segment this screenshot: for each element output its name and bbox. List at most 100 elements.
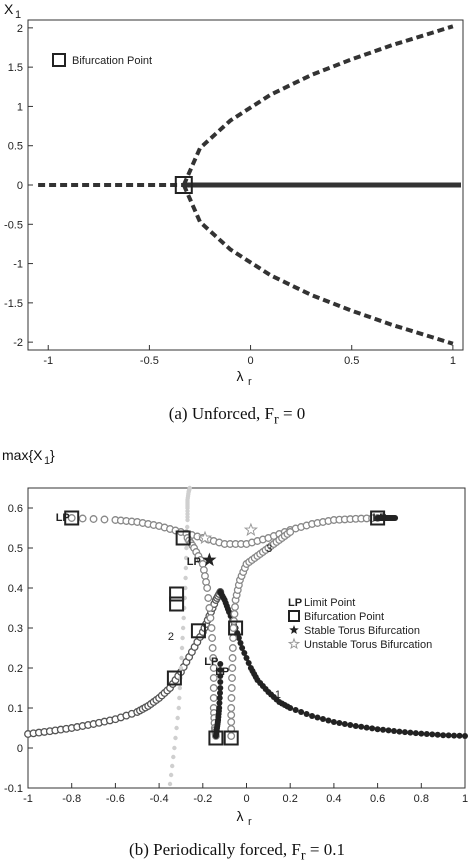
y-tick-label: 0.5: [8, 141, 23, 153]
legend-filled-star-marker: [289, 625, 299, 634]
bifurcation-point-marker: [370, 510, 386, 526]
bifurcation-point-marker: [208, 730, 224, 746]
data-point-open: [231, 603, 239, 611]
x-tick-label: 1: [462, 793, 468, 805]
data-point-light: [183, 565, 189, 571]
data-point-light: [185, 524, 190, 530]
caption-b-text: (b) Periodically forced, F: [129, 840, 301, 859]
data-point-filled: [336, 720, 343, 726]
data-point-filled: [325, 717, 332, 724]
limit-point-label: LP: [373, 512, 387, 524]
x-tick-label: 0.4: [326, 793, 341, 805]
caption-b-sub: r: [300, 847, 306, 864]
data-point-filled: [380, 726, 387, 733]
data-point-open: [227, 704, 236, 712]
legend-label: Limit Point: [304, 597, 355, 609]
data-point-light: [172, 745, 177, 751]
data-point-filled: [237, 640, 244, 646]
y-axis-label: max{X: [2, 447, 43, 463]
data-point-filled: [385, 727, 392, 734]
data-point-open: [229, 634, 238, 642]
x-tick-label: -0.4: [150, 793, 169, 805]
legend-label: Bifurcation Point: [304, 611, 384, 623]
y-tick-label: -0.1: [4, 783, 23, 795]
data-point-open: [209, 654, 218, 662]
bifurcation-point-marker: [228, 620, 244, 636]
data-point-open: [67, 514, 76, 522]
data-point-filled: [217, 685, 224, 691]
data-point-open: [209, 674, 218, 682]
bifurcation-point-marker: [166, 670, 182, 686]
y-axis-label: X: [4, 1, 14, 17]
y-axis-label-sub: 1: [15, 9, 21, 21]
y-axis-label-tail: }: [50, 447, 55, 463]
x-axis-label: λ: [237, 368, 244, 384]
data-point-filled: [217, 673, 224, 679]
data-point-open: [228, 674, 236, 682]
data-point-filled: [341, 721, 348, 727]
data-point-light: [168, 772, 174, 778]
data-point-filled: [212, 733, 219, 739]
data-point-filled: [217, 679, 224, 685]
data-point-filled: [287, 705, 294, 711]
limit-point-label: LP: [215, 666, 229, 678]
data-point-open: [208, 634, 217, 642]
data-point-filled: [235, 635, 242, 641]
data-point-open: [228, 654, 237, 662]
data-point-filled: [401, 729, 408, 736]
data-point-light: [178, 665, 184, 671]
unstable-torus-marker: [197, 530, 213, 545]
y-tick-label: -1: [13, 259, 23, 271]
data-point-light: [183, 555, 189, 561]
data-point-filled: [347, 722, 354, 728]
data-point-filled: [314, 714, 321, 721]
data-point-open: [206, 614, 215, 622]
legend-label: Stable Torus Bifurcation: [304, 625, 420, 637]
y-tick-label: 0.4: [8, 583, 23, 595]
legend-square-marker: [52, 53, 66, 67]
data-point-filled: [216, 695, 223, 701]
data-point-light: [170, 763, 175, 769]
data-point-open: [227, 732, 236, 740]
data-point-filled: [243, 655, 250, 661]
branch-label: 1: [275, 689, 281, 701]
data-point-filled: [462, 733, 468, 739]
data-point-filled: [319, 716, 326, 722]
data-point-filled: [407, 729, 414, 736]
data-point-filled: [309, 713, 316, 719]
x-tick-label: 0.8: [414, 793, 429, 805]
legend-square-marker: [288, 610, 300, 622]
caption-a: (a) Unforced, Fr = 0: [0, 404, 474, 428]
data-point-filled: [245, 660, 252, 666]
branch-label: 3: [266, 543, 272, 555]
data-point-open: [205, 604, 214, 612]
x-axis-label-sub: r: [248, 376, 252, 388]
data-point-light: [180, 635, 185, 641]
x-tick-label: -1: [23, 793, 33, 805]
series-2: [167, 485, 192, 787]
legend-label: Bifurcation Point: [72, 55, 152, 67]
data-point-filled: [456, 732, 463, 739]
limit-point-label: LP: [187, 556, 201, 568]
y-tick-label: -1.5: [4, 298, 23, 310]
data-point-filled: [292, 707, 299, 713]
data-point-open: [203, 584, 212, 592]
stable-torus-marker: [202, 552, 217, 567]
data-point-filled: [298, 709, 305, 715]
data-point-filled: [434, 731, 441, 738]
data-point-filled: [440, 732, 447, 739]
data-point-light: [177, 685, 183, 691]
data-point-filled: [217, 690, 224, 696]
data-point-open: [230, 610, 239, 618]
data-point-open: [227, 718, 236, 726]
bifurcation-point-marker: [169, 586, 185, 602]
data-point-open: [229, 624, 238, 632]
data-point-open: [228, 644, 237, 652]
y-tick-label: 0.5: [8, 543, 23, 555]
series-3-lower-right: [227, 528, 295, 740]
data-point-open: [207, 624, 216, 632]
data-point-open: [208, 644, 217, 652]
data-point-filled: [352, 723, 359, 729]
series-1-right-stable: [217, 589, 468, 739]
data-point-filled: [217, 667, 224, 673]
